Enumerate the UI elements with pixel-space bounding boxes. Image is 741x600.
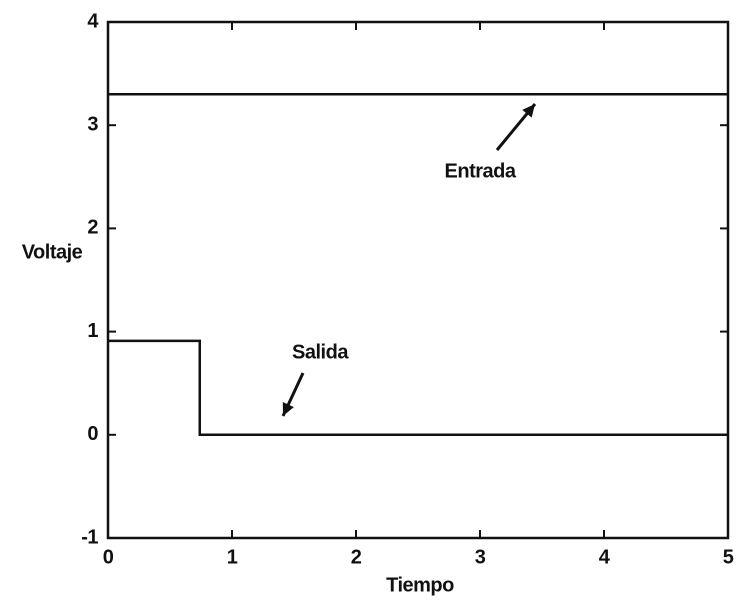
annotation-arrowhead (522, 104, 535, 118)
y-tick-label: 0 (87, 423, 98, 445)
series-line (108, 339, 728, 437)
x-tick-label: 5 (723, 546, 734, 568)
y-tick-label: -1 (81, 526, 98, 548)
x-tick-label: 1 (227, 546, 238, 568)
x-tick-label: 4 (599, 546, 611, 568)
x-axis-label: Tiempo (386, 574, 454, 596)
x-tick-label: 3 (475, 546, 486, 568)
annotation-label: Entrada (445, 160, 517, 182)
y-tick-label: 3 (87, 113, 98, 135)
y-tick-label: 2 (87, 217, 98, 239)
y-tick-label: 1 (87, 320, 98, 342)
x-tick-label: 2 (351, 546, 362, 568)
y-tick-label: 4 (87, 10, 99, 32)
x-tick-label: 0 (103, 546, 114, 568)
annotation-label: Salida (292, 341, 349, 363)
plot-frame (106, 20, 730, 540)
y-axis-label: Voltaje (22, 241, 83, 263)
annotation-arrowhead (282, 402, 294, 416)
